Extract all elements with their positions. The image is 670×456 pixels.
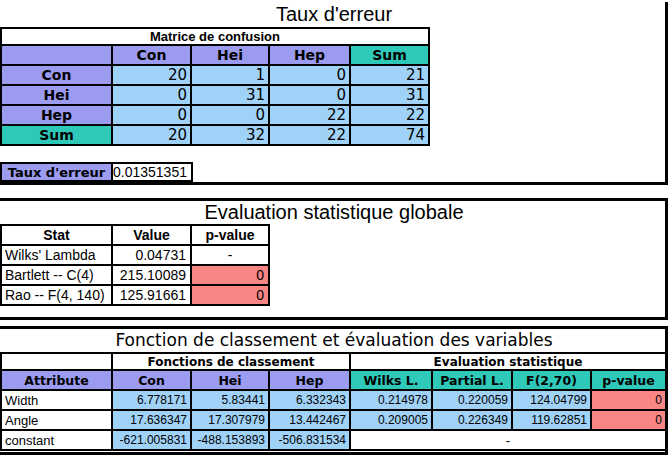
error-rate-value: 0.01351351 [112, 163, 192, 181]
matrix-cell: 22 [350, 105, 429, 125]
matrix-cell: 31 [350, 85, 429, 105]
matrix-row-header: Hei [1, 85, 112, 105]
global-eval-table: Stat Value p-value Wilks' Lambda 0.04731… [0, 224, 270, 306]
matrix-row-sum: Sum 20 32 22 74 [1, 125, 429, 145]
matrix-cell: 0 [112, 85, 191, 105]
col-header-value: Value [112, 225, 191, 245]
group-header-classement: Fonctions de classement [112, 353, 350, 370]
stat-name: Bartlett -- C(4) [1, 265, 112, 285]
attribute-name: Width [1, 390, 112, 410]
matrix-row-hep: Hep 0 0 22 22 [1, 105, 429, 125]
matrix-cell: 0 [191, 105, 269, 125]
stat-pvalue: - [191, 245, 269, 265]
matrix-row-hei: Hei 0 31 0 31 [1, 85, 429, 105]
group-header-evaluation: Evaluation statistique [350, 353, 666, 370]
col-header-wilks: Wilks L. [350, 370, 432, 390]
value-cell: 0.214978 [350, 390, 432, 410]
attribute-row-angle: Angle 17.636347 17.307979 13.442467 0.20… [1, 410, 666, 430]
value-cell: 0.209005 [350, 410, 432, 430]
stat-row-rao: Rao -- F(4, 140) 125.91661 0 [1, 285, 269, 305]
matrix-cell: 32 [191, 125, 269, 145]
constant-eval-cell: - [350, 430, 666, 450]
attribute-name: Angle [1, 410, 112, 430]
value-cell: 6.332343 [269, 390, 350, 410]
matrix-col-header-hep: Hep [269, 45, 350, 65]
classification-table: Fonctions de classement Evaluation stati… [0, 352, 667, 451]
value-cell: 13.442467 [269, 410, 350, 430]
confusion-matrix-table: Matrice de confusion Con Hei Hep Sum Con… [0, 27, 430, 146]
col-header-hei: Hei [191, 370, 269, 390]
stat-name: Wilks' Lambda [1, 245, 112, 265]
attribute-name: constant [1, 430, 112, 450]
matrix-row-con: Con 20 1 0 21 [1, 65, 429, 85]
stat-value: 215.10089 [112, 265, 191, 285]
value-cell: -506.831534 [269, 430, 350, 450]
pvalue-cell: 0 [591, 410, 666, 430]
stat-value: 0.04731 [112, 245, 191, 265]
pvalue-cell: 0 [591, 390, 666, 410]
value-cell: 5.83441 [191, 390, 269, 410]
col-header-con: Con [112, 370, 191, 390]
matrix-cell: 20 [112, 65, 191, 85]
value-cell: 17.636347 [112, 410, 191, 430]
matrix-cell: 0 [269, 85, 350, 105]
stat-name: Rao -- F(4, 140) [1, 285, 112, 305]
attribute-row-constant: constant -621.005831 -488.153893 -506.83… [1, 430, 666, 450]
stat-pvalue: 0 [191, 265, 269, 285]
matrix-cell: 22 [269, 105, 350, 125]
matrix-cell: 74 [350, 125, 429, 145]
error-rate-table: Taux d'erreur 0.01351351 [0, 162, 193, 182]
value-cell: 6.778171 [112, 390, 191, 410]
matrix-cell: 0 [269, 65, 350, 85]
stat-row-bartlett: Bartlett -- C(4) 215.10089 0 [1, 265, 269, 285]
value-cell: 17.307979 [191, 410, 269, 430]
col-header-pvalue: p-value [591, 370, 666, 390]
matrix-col-header-sum: Sum [350, 45, 429, 65]
confusion-matrix-caption: Matrice de confusion [1, 28, 429, 45]
matrix-cell: 0 [112, 105, 191, 125]
value-cell: 124.04799 [512, 390, 591, 410]
value-cell: 119.62851 [512, 410, 591, 430]
matrix-cell: 20 [112, 125, 191, 145]
value-cell: 0.220059 [432, 390, 512, 410]
group-header-empty [1, 353, 112, 370]
col-header-f: F(2,70) [512, 370, 591, 390]
matrix-row-header: Hep [1, 105, 112, 125]
matrix-cell: 31 [191, 85, 269, 105]
section-title-error-rate: Taux d'erreur [0, 3, 668, 26]
matrix-row-header: Con [1, 65, 112, 85]
matrix-cell: 1 [191, 65, 269, 85]
matrix-row-header: Sum [1, 125, 112, 145]
attribute-row-width: Width 6.778171 5.83441 6.332343 0.214978… [1, 390, 666, 410]
value-cell: -488.153893 [191, 430, 269, 450]
matrix-corner-cell [1, 45, 112, 65]
matrix-cell: 22 [269, 125, 350, 145]
error-rate-label: Taux d'erreur [1, 163, 112, 181]
matrix-col-header-hei: Hei [191, 45, 269, 65]
stat-row-wilks: Wilks' Lambda 0.04731 - [1, 245, 269, 265]
col-header-attribute: Attribute [1, 370, 112, 390]
matrix-cell: 21 [350, 65, 429, 85]
stat-pvalue: 0 [191, 285, 269, 305]
value-cell: 0.226349 [432, 410, 512, 430]
col-header-partial: Partial L. [432, 370, 512, 390]
tanagra-report-page: Taux d'erreur Matrice de confusion Con H… [0, 0, 670, 456]
col-header-hep: Hep [269, 370, 350, 390]
value-cell: -621.005831 [112, 430, 191, 450]
section-title-classification: Fonction de classement et évaluation des… [0, 330, 668, 350]
section-title-global-eval: Evaluation statistique globale [0, 201, 668, 224]
col-header-pvalue: p-value [191, 225, 269, 245]
stat-value: 125.91661 [112, 285, 191, 305]
matrix-col-header-con: Con [112, 45, 191, 65]
col-header-stat: Stat [1, 225, 112, 245]
